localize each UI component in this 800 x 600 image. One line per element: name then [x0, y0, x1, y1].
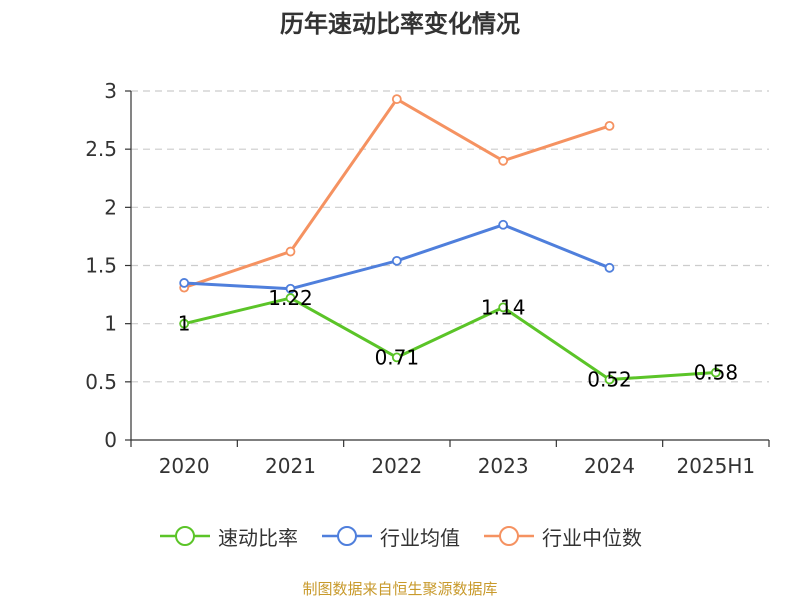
series-1-point[interactable]: [179, 278, 190, 288]
legend-marker-icon: [322, 526, 372, 546]
data-label: 1.22: [268, 286, 313, 310]
legend: 速动比率 行业均值 行业中位数: [0, 518, 800, 554]
series-0-point[interactable]: [285, 293, 296, 303]
legend-marker-icon: [160, 526, 210, 546]
data-label: 1.14: [481, 295, 526, 319]
series-1-point[interactable]: [391, 255, 402, 266]
x-tick-label: 2024: [584, 454, 635, 478]
data-label: 0.52: [587, 368, 632, 392]
x-tick-label: 2023: [478, 454, 529, 478]
grid-layer: [131, 90, 769, 383]
y-tick-label: 2.5: [85, 137, 117, 161]
y-tick-label: 1: [104, 312, 117, 336]
y-tick-label: 2: [104, 195, 117, 219]
chart-title: 历年速动比率变化情况: [280, 10, 520, 38]
series-0-point[interactable]: [391, 352, 402, 363]
legend-item[interactable]: 行业中位数: [482, 522, 642, 551]
series-2-point[interactable]: [498, 155, 509, 166]
y-tick-label: 0.5: [85, 370, 117, 394]
legend-item[interactable]: 行业均值: [320, 522, 460, 551]
y-tick-label: 1.5: [85, 254, 117, 278]
series-1-point[interactable]: [498, 219, 509, 230]
series-0-point[interactable]: [179, 318, 190, 329]
series-1-point[interactable]: [285, 283, 296, 294]
y-tick-label: 3: [104, 79, 117, 103]
series-2-point[interactable]: [604, 121, 615, 131]
series-2-point[interactable]: [285, 246, 296, 257]
x-tick-label: 2021: [265, 454, 316, 478]
legend-item[interactable]: 速动比率: [158, 522, 298, 551]
series-0-point[interactable]: [710, 367, 721, 378]
x-tick-label: 2025H1: [676, 454, 755, 478]
legend-label: 行业均值: [380, 525, 460, 550]
data-label: 0.58: [694, 361, 739, 385]
x-tick-label: 2020: [159, 454, 210, 478]
series-1-point[interactable]: [604, 262, 615, 273]
data-label: 1: [178, 312, 191, 336]
series-0-point[interactable]: [604, 374, 615, 385]
legend-label: 行业中位数: [542, 525, 642, 550]
data-label: 0.71: [375, 345, 420, 369]
legend-marker-icon: [484, 526, 534, 546]
source-note: 制图数据来自恒生聚源数据库: [302, 580, 498, 598]
data-labels-layer: 1 1.22 0.71 1.14 0.52 0.58: [178, 286, 738, 391]
legend-label: 速动比率: [218, 525, 298, 550]
axes-layer: 0 0.5 1 1.5 2 2.5 3 2020 2021 2022 2023 2024 2025H1: [85, 79, 770, 478]
series-line-0: [183, 296, 716, 382]
series-0-point[interactable]: [498, 302, 509, 313]
y-tick-label: 0: [104, 428, 117, 452]
series-2-point[interactable]: [391, 94, 402, 105]
series-layer: [179, 94, 721, 385]
x-tick-label: 2022: [371, 454, 422, 478]
